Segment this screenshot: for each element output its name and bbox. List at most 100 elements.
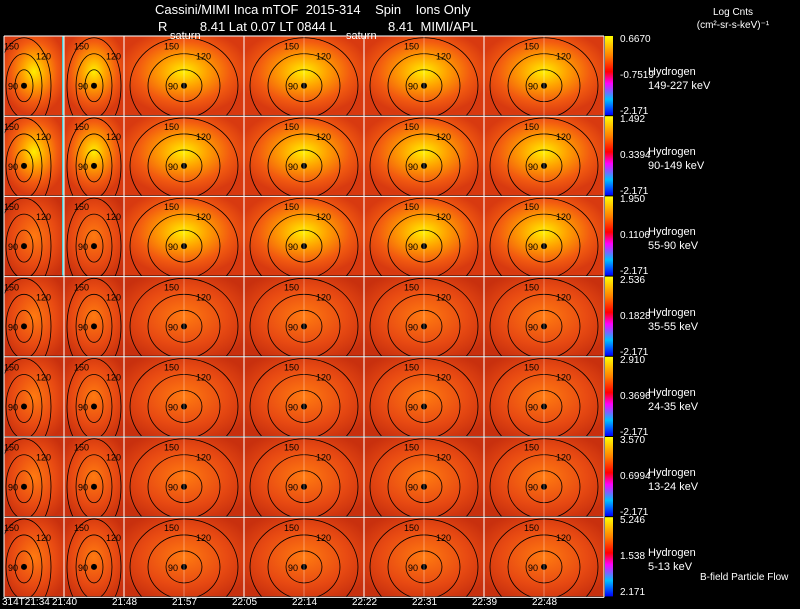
colorbar-max: 0.6670 — [620, 34, 651, 45]
contour-label: 90 — [288, 563, 298, 573]
contour-label: 150 — [284, 363, 299, 373]
contour-label: 150 — [164, 523, 179, 533]
contour-label: 90 — [408, 162, 418, 172]
colorbar — [605, 276, 613, 356]
contour-label: 90 — [288, 322, 298, 332]
contour-label: 90 — [288, 162, 298, 172]
colorbar-mid: -0.7519 — [620, 70, 654, 81]
colorbar-min: -2.171 — [620, 346, 649, 358]
colorbar-min: -2.171 — [620, 186, 649, 198]
contour-label: 120 — [36, 292, 51, 302]
contour-label: 120 — [316, 533, 331, 543]
contour-label: 90 — [8, 162, 18, 172]
contour-label: 150 — [74, 122, 89, 132]
image-panel — [64, 356, 124, 436]
contour-label: 120 — [316, 52, 331, 62]
contour-label: 150 — [4, 42, 19, 52]
contour-label: 150 — [164, 202, 179, 212]
contour-label: 150 — [74, 363, 89, 373]
contour-label: 150 — [524, 122, 539, 132]
channel-energy: 13-24 keV — [648, 481, 699, 493]
center-marker — [91, 162, 97, 169]
contour-label: 150 — [404, 523, 419, 533]
channel-species: Hydrogen — [648, 66, 696, 78]
contour-label: 90 — [8, 483, 18, 493]
center-marker — [21, 243, 27, 250]
colorbar — [605, 116, 613, 196]
time-tick: 22:22 — [352, 597, 378, 608]
image-panel — [4, 196, 64, 276]
colorbar-max: 1.950 — [620, 194, 646, 206]
contour-label: 150 — [74, 42, 89, 52]
contour-label: 120 — [196, 292, 211, 302]
contour-label: 150 — [74, 523, 89, 533]
image-panel — [64, 36, 124, 116]
contour-label: 90 — [8, 403, 18, 413]
contour-label: 90 — [78, 82, 88, 92]
contour-label: 150 — [164, 122, 179, 132]
channel-species: Hydrogen — [648, 386, 696, 399]
contour-label: 120 — [36, 132, 51, 142]
contour-label: 120 — [316, 132, 331, 142]
center-marker — [21, 563, 27, 570]
contour-label: 120 — [436, 453, 451, 463]
contour-label: 120 — [316, 453, 331, 463]
contour-label: 150 — [404, 443, 419, 453]
center-marker — [91, 483, 97, 490]
contour-label: 90 — [8, 322, 18, 332]
center-marker — [91, 563, 97, 570]
image-panel — [4, 36, 64, 116]
contour-label: 150 — [524, 523, 539, 533]
contour-label: 90 — [528, 242, 538, 252]
contour-label: 120 — [316, 373, 331, 383]
contour-label: 90 — [408, 483, 418, 493]
image-panel — [4, 116, 64, 196]
contour-label: 150 — [404, 363, 419, 373]
contour-label: 120 — [36, 453, 51, 463]
time-tick: 21:40 — [52, 597, 78, 608]
colorbar-min: 2.171 — [620, 587, 646, 599]
time-tick: 22:05 — [232, 597, 258, 608]
units-label: Log Cnts (cm²-sr-s-keV)⁻¹ — [676, 6, 790, 32]
contour-label: 120 — [436, 292, 451, 302]
contour-label: 90 — [168, 403, 178, 413]
contour-label: 90 — [168, 82, 178, 92]
contour-label: 120 — [436, 212, 451, 222]
contour-label: 150 — [4, 122, 19, 132]
header-title: Cassini/MIMI Inca mTOF 2015-314 Spin Ion… — [155, 2, 471, 17]
header-instrument: 8.41 MIMI/APL — [388, 19, 478, 34]
contour-label: 150 — [74, 202, 89, 212]
contour-label: 120 — [196, 52, 211, 62]
contour-label: 120 — [556, 132, 571, 142]
contour-label: 120 — [106, 292, 121, 302]
contour-label: 150 — [524, 202, 539, 212]
colorbar-mid: 0.1828 — [620, 310, 651, 322]
contour-label: 120 — [106, 132, 121, 142]
colorbar-min: -2.171 — [620, 266, 649, 278]
colorbar-max: 1.492 — [620, 114, 646, 126]
center-marker — [21, 162, 27, 169]
time-tick: 314T21:34 — [2, 597, 50, 608]
contour-label: 90 — [288, 483, 298, 493]
channel-energy: 5-13 keV — [648, 561, 693, 574]
contour-label: 90 — [528, 162, 538, 172]
contour-label: 150 — [284, 282, 299, 292]
colorbar-min: -2.171 — [620, 106, 649, 117]
contour-label: 120 — [106, 212, 121, 222]
contour-label: 150 — [284, 202, 299, 212]
contour-label: 120 — [316, 292, 331, 302]
contour-label: 90 — [168, 483, 178, 493]
center-marker — [21, 82, 27, 89]
contour-label: 120 — [436, 52, 451, 62]
contour-label: 120 — [106, 453, 121, 463]
contour-label: 120 — [106, 533, 121, 543]
image-panel — [4, 437, 64, 517]
contour-label: 90 — [528, 563, 538, 573]
contour-label: 90 — [528, 322, 538, 332]
center-marker — [91, 403, 97, 410]
colorbar-mid: 0.3394 — [620, 150, 651, 162]
contour-label: 150 — [4, 523, 19, 533]
contour-label: 150 — [524, 363, 539, 373]
image-panel — [4, 276, 64, 356]
colorbar-mid: 0.6994 — [620, 471, 651, 482]
